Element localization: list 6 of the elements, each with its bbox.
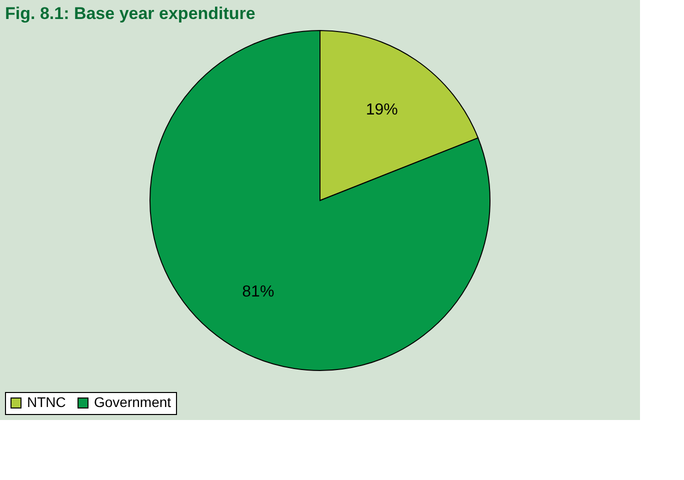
- chart-title: Fig. 8.1: Base year expenditure: [5, 4, 256, 23]
- data-label: 19%: [366, 102, 398, 119]
- pie-slice: [150, 30, 490, 371]
- legend-label: Government: [94, 394, 172, 410]
- data-label: 81%: [242, 283, 274, 300]
- legend-label: NTNC: [27, 394, 66, 410]
